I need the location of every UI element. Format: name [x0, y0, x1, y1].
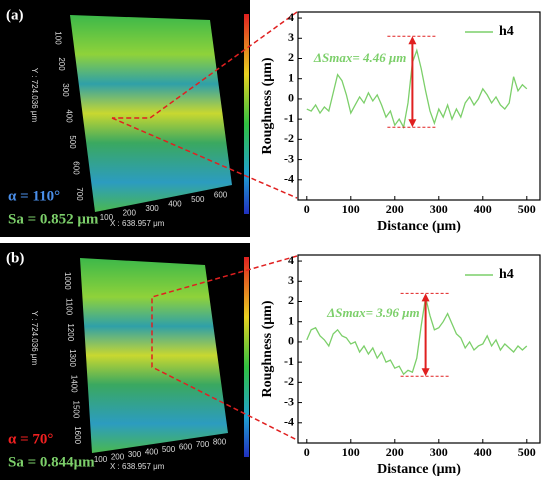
- x-dimension: X : 638.957 μm: [110, 462, 165, 471]
- y-tick-label: 1: [288, 313, 294, 327]
- color-bar: [244, 14, 249, 214]
- annotation-text: ΔSmax= 4.46 μm: [313, 50, 407, 65]
- image-x-tick: 100: [94, 455, 108, 464]
- arrow-head: [421, 293, 430, 302]
- image-y-tick: 200: [57, 57, 66, 71]
- x-tick-label: 300: [430, 202, 448, 216]
- surface-image: [80, 258, 228, 453]
- x-tick-label: 100: [342, 445, 360, 459]
- arrow-head: [421, 368, 430, 377]
- image-x-tick: 500: [191, 195, 205, 204]
- legend-label: h4: [499, 24, 514, 39]
- y-tick-label: 1: [288, 70, 294, 84]
- image-y-tick: 500: [68, 135, 77, 149]
- image-x-tick: 600: [179, 442, 193, 451]
- x-tick-label: 400: [474, 445, 492, 459]
- x-dimension: X : 638.957 μm: [110, 219, 165, 228]
- panel-label: (a): [6, 7, 24, 23]
- alpha-label: α = 110°: [8, 188, 60, 204]
- x-tick-label: 500: [518, 202, 536, 216]
- image-y-tick: 1500: [71, 401, 80, 419]
- image-x-tick: 500: [162, 445, 176, 454]
- y-tick-label: 3: [288, 273, 294, 287]
- legend-label: h4: [499, 267, 514, 282]
- y-tick-label: 4: [288, 253, 294, 267]
- image-x-tick: 600: [214, 190, 228, 199]
- y-tick-label: -1: [284, 354, 294, 368]
- connector: [151, 255, 298, 441]
- plot-frame: [297, 254, 541, 444]
- y-tick-label: 0: [288, 91, 294, 105]
- surface-image: [70, 15, 232, 212]
- image-x-tick: 800: [213, 437, 227, 446]
- x-tick-label: 200: [386, 445, 404, 459]
- sa-label: Sa = 0.852 μm: [8, 211, 99, 227]
- image-x-tick: 200: [123, 208, 137, 217]
- y-axis-label: Roughness (μm): [260, 57, 275, 154]
- image-y-tick: 700: [75, 187, 84, 201]
- image-y-tick: 300: [61, 83, 70, 97]
- image-x-tick: 200: [111, 452, 125, 461]
- y-dimension: Y : 724.036 μm: [30, 311, 39, 366]
- image-y-tick: 600: [72, 161, 81, 175]
- alpha-label: α = 70°: [8, 431, 53, 447]
- image-x-tick: 400: [145, 447, 159, 456]
- data-line: [306, 48, 528, 130]
- x-axis-label: Distance (μm): [377, 462, 461, 477]
- x-tick-label: 0: [304, 445, 310, 459]
- y-dimension: Y : 724.036 μm: [30, 68, 39, 123]
- image-y-tick: 1400: [70, 375, 79, 393]
- image-y-tick: 100: [54, 31, 63, 45]
- x-tick-label: 200: [386, 202, 404, 216]
- y-axis-label: Roughness (μm): [260, 300, 275, 397]
- y-tick-label: 4: [288, 10, 294, 24]
- arrow-head: [408, 36, 417, 45]
- y-tick-label: -3: [284, 394, 294, 408]
- image-x-tick: 100: [100, 213, 114, 222]
- image-y-tick: 1100: [64, 298, 73, 316]
- image-y-tick: 400: [64, 109, 73, 123]
- x-axis-label: Distance (μm): [377, 219, 461, 234]
- y-tick-label: 3: [288, 30, 294, 44]
- y-tick-label: -2: [284, 374, 294, 388]
- panel-label: (b): [6, 250, 24, 266]
- image-x-tick: 300: [145, 204, 159, 213]
- y-tick-label: -4: [284, 172, 294, 186]
- x-tick-label: 300: [430, 445, 448, 459]
- image-x-tick: 300: [128, 450, 142, 459]
- data-line: [306, 297, 528, 376]
- y-tick-label: 0: [288, 334, 294, 348]
- connector: [111, 117, 298, 199]
- image-y-tick: 1600: [73, 426, 82, 444]
- annotation-text: ΔSmax= 3.96 μm: [326, 305, 420, 320]
- image-x-tick: 700: [196, 440, 210, 449]
- image-y-tick: 1200: [66, 323, 75, 341]
- x-tick-label: 500: [518, 445, 536, 459]
- x-tick-label: 0: [304, 202, 310, 216]
- y-tick-label: -1: [284, 111, 294, 125]
- x-tick-label: 100: [342, 202, 360, 216]
- image-y-tick: 1000: [63, 272, 72, 290]
- image-y-tick: 1300: [68, 349, 77, 367]
- y-tick-label: -3: [284, 151, 294, 165]
- y-tick-label: 2: [288, 50, 294, 64]
- plot-frame: [297, 11, 541, 201]
- color-bar: [244, 257, 249, 457]
- arrow-head: [408, 119, 417, 128]
- connector: [112, 11, 298, 119]
- y-tick-label: -2: [284, 131, 294, 145]
- image-x-tick: 400: [168, 199, 182, 208]
- x-tick-label: 400: [474, 202, 492, 216]
- y-tick-label: 2: [288, 293, 294, 307]
- sa-label: Sa = 0.844μm: [8, 454, 95, 470]
- y-tick-label: -4: [284, 415, 294, 429]
